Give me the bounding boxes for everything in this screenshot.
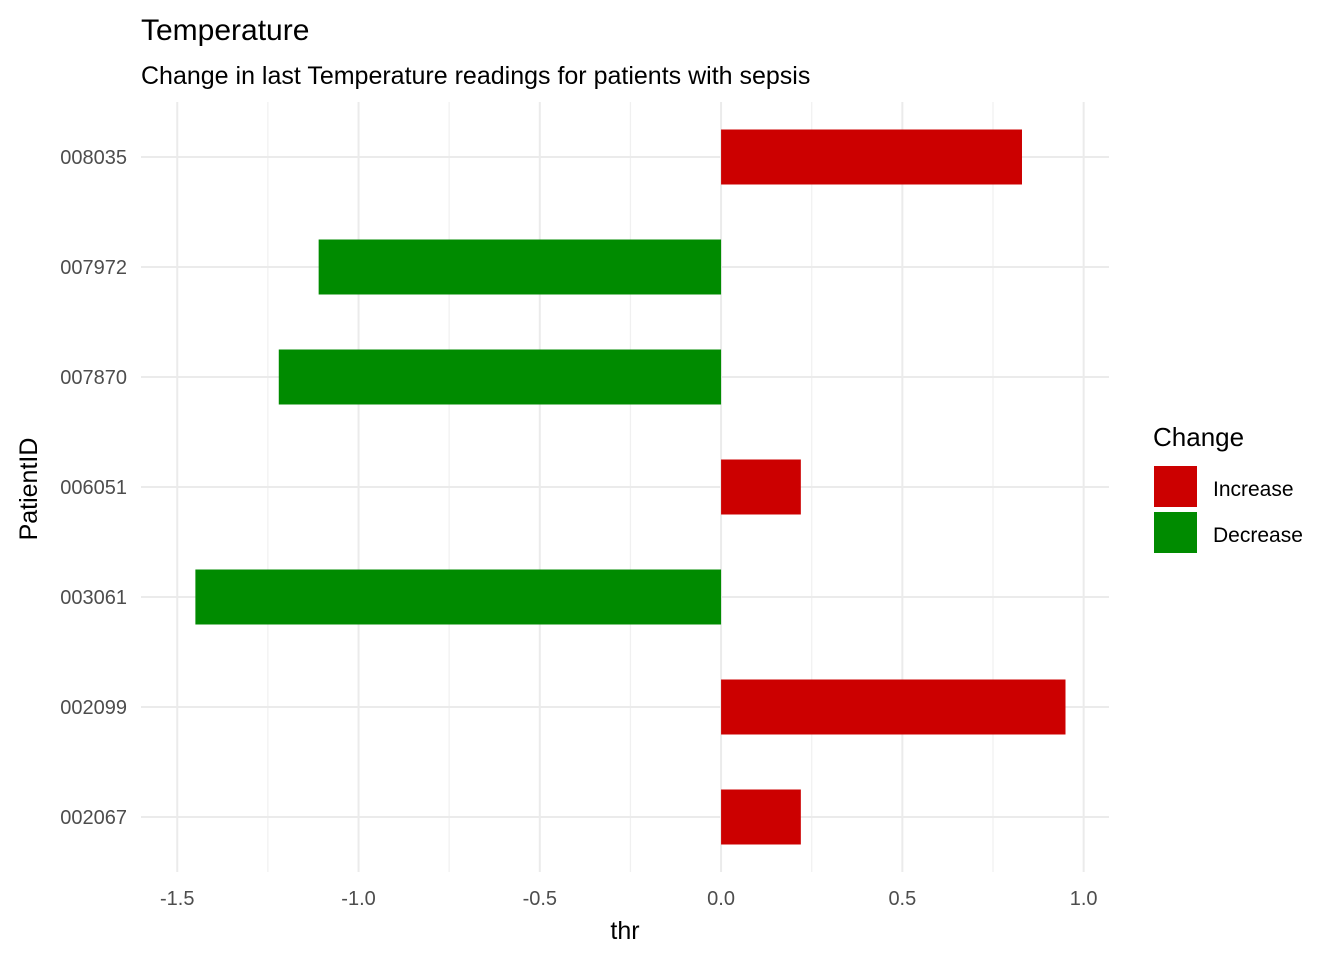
y-axis-ticks: 008035 007972 007870 006051 003061 002099 0020…	[60, 147, 127, 829]
x-tick-label: -1.5	[160, 888, 194, 910]
y-axis-title: PatientID	[15, 438, 43, 541]
y-tick-label: 002099	[60, 697, 127, 719]
legend-label-decrease: Decrease	[1213, 524, 1303, 547]
bar-008035	[721, 129, 1022, 185]
bars	[195, 129, 1066, 845]
x-tick-label: -0.5	[523, 888, 557, 910]
bar-006051	[721, 459, 801, 515]
y-tick-label: 002067	[60, 807, 127, 829]
bar-007870	[278, 349, 722, 405]
chart-title: Temperature	[141, 14, 309, 47]
chart-subtitle: Change in last Temperature readings for …	[141, 62, 810, 90]
x-tick-label: -1.0	[341, 888, 375, 910]
legend-label-increase: Increase	[1213, 478, 1294, 501]
x-tick-label: 0.0	[707, 888, 735, 910]
legend: Change Increase Decrease	[1153, 422, 1303, 553]
x-tick-label: 0.5	[888, 888, 916, 910]
grid	[141, 102, 1109, 872]
bar-003061	[195, 569, 722, 625]
bar-002099	[721, 679, 1066, 735]
y-tick-label: 008035	[60, 147, 127, 169]
legend-title: Change	[1153, 422, 1244, 452]
x-axis-ticks: -1.5 -1.0 -0.5 0.0 0.5 1.0	[160, 888, 1098, 910]
y-tick-label: 006051	[60, 477, 127, 499]
y-tick-label: 007870	[60, 367, 127, 389]
x-tick-label: 1.0	[1070, 888, 1098, 910]
x-axis-title: thr	[610, 917, 639, 945]
y-tick-label: 007972	[60, 257, 127, 279]
bar-002067	[721, 789, 801, 845]
bar-007972	[318, 239, 722, 295]
legend-swatch-increase	[1154, 466, 1197, 507]
y-tick-label: 003061	[60, 587, 127, 609]
legend-swatch-decrease	[1154, 512, 1197, 553]
